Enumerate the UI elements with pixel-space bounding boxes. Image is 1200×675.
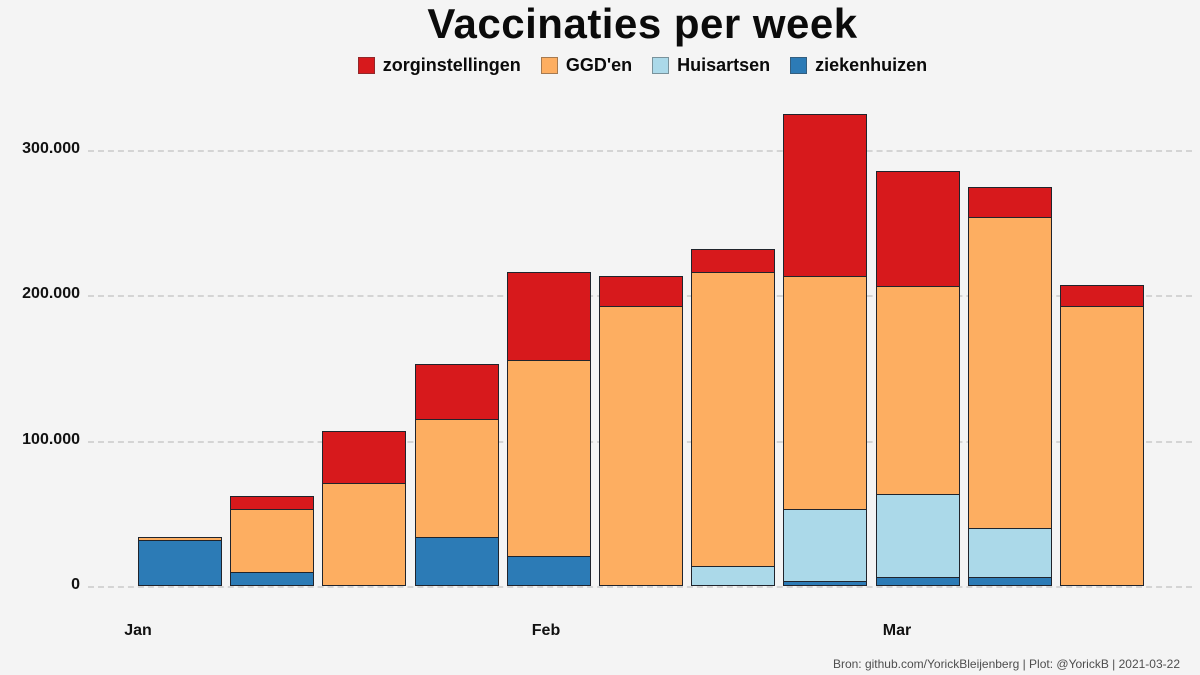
bar-segment-ziekenhuizen bbox=[967, 578, 1052, 586]
bar-segment-ggden bbox=[691, 273, 776, 567]
legend-swatch-icon bbox=[357, 57, 375, 74]
source-caption: Bron: github.com/YorickBleijenberg | Plo… bbox=[832, 657, 1180, 671]
bar-segment-huisartsen bbox=[691, 566, 776, 586]
legend-label: Huisartsen bbox=[677, 55, 771, 75]
legend-item-ggden: GGD'en bbox=[540, 55, 633, 76]
bar-week-2 bbox=[230, 495, 315, 586]
legend-item-ziekenhuizen: ziekenhuizen bbox=[790, 55, 927, 76]
bar-segment-ziekenhuizen bbox=[783, 581, 868, 586]
bar-segment-ggden bbox=[322, 483, 407, 586]
bar-segment-ggden bbox=[599, 307, 683, 586]
bar-segment-huisartsen bbox=[783, 509, 868, 582]
x-axis-tick-label-mar: Mar bbox=[882, 622, 912, 639]
bar-segment-zorginstellingen bbox=[875, 170, 960, 287]
bar-week-4 bbox=[414, 364, 499, 586]
bar-segment-ggden bbox=[506, 361, 591, 558]
bar-week-5 bbox=[506, 272, 591, 586]
bar-segment-ggden bbox=[875, 286, 960, 495]
bar-segment-zorginstellingen bbox=[691, 249, 776, 274]
bar-segment-zorginstellingen bbox=[230, 495, 315, 510]
bar-segment-ggden bbox=[967, 218, 1052, 530]
bar-week-3 bbox=[322, 430, 407, 586]
bar-segment-zorginstellingen bbox=[414, 364, 499, 421]
bar-segment-ggden bbox=[1060, 307, 1144, 586]
bar-segment-ggden bbox=[230, 509, 315, 573]
bar-segment-ggden bbox=[783, 277, 868, 510]
legend-item-huisartsen: Huisartsen bbox=[652, 55, 770, 76]
bar-week-1 bbox=[138, 536, 222, 586]
legend-label: GGD'en bbox=[565, 55, 633, 75]
bar-segment-ggden bbox=[138, 536, 222, 541]
bar-week-8 bbox=[783, 114, 868, 586]
bar-segment-ziekenhuizen bbox=[506, 557, 591, 586]
legend: zorginstellingen GGD'en Huisartsen ziekenhu… bbox=[95, 55, 1190, 76]
y-axis-tick-label: 100.000 bbox=[22, 430, 80, 448]
legend-item-zorginstellingen: zorginstellingen bbox=[357, 55, 521, 76]
legend-swatch-icon bbox=[540, 57, 558, 74]
y-axis-tick-label: 300.000 bbox=[22, 140, 80, 158]
bar-segment-zorginstellingen bbox=[1060, 285, 1144, 308]
bar-segment-zorginstellingen bbox=[967, 187, 1052, 219]
gridline-0 bbox=[88, 586, 1192, 588]
bar-week-6 bbox=[599, 275, 683, 586]
bar-segment-zorginstellingen bbox=[783, 114, 868, 278]
bar-segment-huisartsen bbox=[967, 529, 1052, 579]
y-axis-tick-label: 0 bbox=[71, 576, 80, 593]
legend-label: zorginstellingen bbox=[382, 55, 521, 75]
bar-segment-zorginstellingen bbox=[599, 275, 683, 308]
legend-swatch-icon bbox=[790, 57, 808, 74]
bar-week-7 bbox=[691, 249, 776, 586]
x-axis-tick-label-jan: Jan bbox=[124, 622, 152, 639]
bar-week-11 bbox=[1060, 285, 1144, 586]
bar-week-10 bbox=[967, 187, 1052, 586]
legend-swatch-icon bbox=[652, 57, 670, 74]
bar-segment-ziekenhuizen bbox=[230, 572, 315, 586]
gridline-300.000 bbox=[88, 150, 1192, 153]
chart-title: Vaccinaties per week bbox=[427, 0, 858, 47]
bar-segment-ziekenhuizen bbox=[138, 540, 222, 586]
bar-segment-ziekenhuizen bbox=[414, 538, 499, 586]
bar-segment-ggden bbox=[414, 420, 499, 539]
bar-week-9 bbox=[875, 170, 960, 586]
bar-segment-huisartsen bbox=[875, 494, 960, 579]
legend-label: ziekenhuizen bbox=[815, 55, 928, 75]
x-axis-tick-label-feb: Feb bbox=[531, 622, 561, 639]
y-axis-tick-label: 200.000 bbox=[22, 285, 80, 303]
bar-segment-ziekenhuizen bbox=[875, 578, 960, 586]
bar-segment-zorginstellingen bbox=[322, 430, 407, 484]
bar-segment-zorginstellingen bbox=[506, 272, 591, 362]
